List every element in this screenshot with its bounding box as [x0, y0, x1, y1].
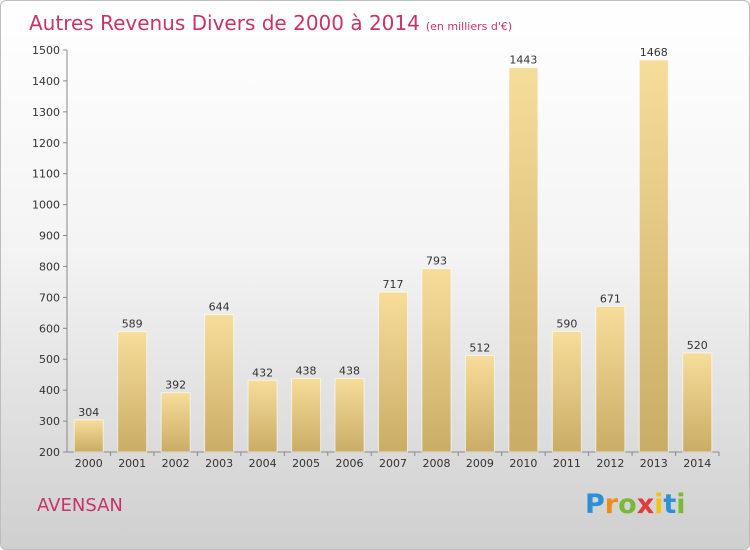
bar — [551, 330, 582, 453]
bar-value-label: 438 — [296, 364, 317, 377]
bar-value-label: 717 — [383, 278, 404, 291]
y-tick-label: 200 — [39, 446, 60, 459]
x-tick-label: 2005 — [292, 457, 320, 470]
y-tick-label: 1100 — [32, 168, 60, 181]
bar — [682, 352, 713, 453]
bar-value-label: 590 — [556, 317, 577, 330]
y-tick-label: 500 — [39, 353, 60, 366]
bar — [291, 377, 322, 453]
x-tick-label: 2009 — [466, 457, 494, 470]
proxiti-logo[interactable]: Proxiti — [585, 489, 686, 520]
chart-title-text: Autres Revenus Divers de 2000 à 2014 — [29, 11, 420, 35]
chart-title: Autres Revenus Divers de 2000 à 2014 (en … — [29, 11, 512, 35]
bar — [638, 59, 669, 453]
commune-name: AVENSAN — [37, 495, 123, 516]
x-tick-label: 2012 — [596, 457, 624, 470]
x-tick-label: 2013 — [640, 457, 668, 470]
bar-value-label: 1468 — [640, 46, 668, 59]
x-tick-label: 2006 — [336, 457, 364, 470]
y-tick-label: 400 — [39, 384, 60, 397]
bar-value-label: 520 — [687, 339, 708, 352]
x-tick-label: 2001 — [118, 457, 146, 470]
y-tick-label: 800 — [39, 260, 60, 273]
bar-value-label: 438 — [339, 364, 360, 377]
bar — [595, 305, 626, 453]
bar-value-label: 512 — [469, 342, 490, 355]
x-tick-label: 2014 — [683, 457, 711, 470]
x-tick-label: 2004 — [249, 457, 277, 470]
bar-value-label: 589 — [122, 318, 143, 331]
chart-bars: 304 589 392 644 432 438 438 717 793 512 1443 590 671… — [73, 46, 713, 453]
chart-unit: (en milliers d'€) — [425, 20, 513, 33]
bar — [247, 379, 278, 453]
y-tick-label: 1400 — [32, 75, 60, 88]
x-tick-label: 2011 — [553, 457, 581, 470]
bar — [421, 268, 452, 453]
bar — [160, 392, 191, 453]
bar-value-label: 1443 — [509, 54, 537, 67]
bar-value-label: 304 — [78, 406, 99, 419]
y-tick-label: 1200 — [32, 137, 60, 150]
x-tick-label: 2007 — [379, 457, 407, 470]
x-tick-label: 2002 — [162, 457, 190, 470]
bar-value-label: 392 — [165, 379, 186, 392]
bar — [117, 331, 148, 453]
bar — [464, 355, 495, 453]
bar — [73, 419, 104, 453]
y-tick-label: 1500 — [32, 44, 60, 57]
bar-value-label: 644 — [209, 301, 230, 314]
y-tick-label: 600 — [39, 322, 60, 335]
x-tick-label: 2008 — [422, 457, 450, 470]
x-tick-label: 2003 — [205, 457, 233, 470]
bar-value-label: 671 — [600, 292, 621, 305]
y-tick-label: 700 — [39, 291, 60, 304]
bar — [508, 67, 539, 453]
y-tick-label: 300 — [39, 415, 60, 428]
bar-value-label: 793 — [426, 255, 447, 268]
x-tick-label: 2010 — [509, 457, 537, 470]
chart-axes: 200 300 400 500 600 700 800 900 1000 1100 1200 1300… — [32, 44, 720, 470]
bar — [378, 291, 408, 453]
bar — [204, 314, 235, 453]
bar-value-label: 432 — [252, 366, 273, 379]
bar — [334, 377, 365, 453]
y-tick-label: 1000 — [32, 199, 60, 212]
x-tick-label: 2000 — [75, 457, 103, 470]
y-tick-label: 900 — [39, 230, 60, 243]
y-tick-label: 1300 — [32, 106, 60, 119]
